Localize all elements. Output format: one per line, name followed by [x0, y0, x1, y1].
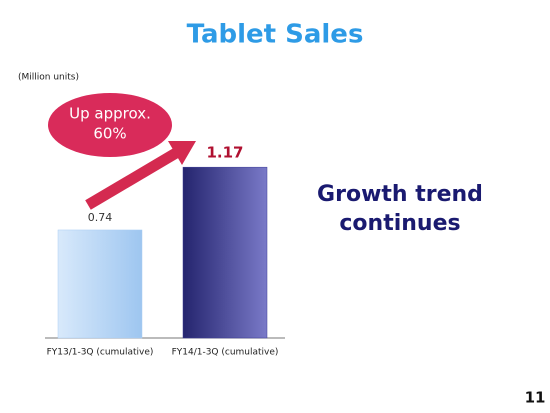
- x-tick-label: FY13/1-3Q (cumulative): [47, 348, 154, 358]
- side-text: continues: [339, 211, 460, 236]
- annotation-bubble: [48, 93, 172, 157]
- bar: [57, 229, 143, 339]
- unit-label: (Million units): [18, 73, 79, 83]
- value-label: 0.74: [88, 211, 113, 224]
- page-number: 11: [525, 389, 546, 407]
- annotation-text: 60%: [93, 125, 126, 143]
- growth-arrow: [85, 141, 196, 210]
- bar: [182, 166, 268, 339]
- value-label: 1.17: [206, 144, 243, 162]
- chart-title: Tablet Sales: [187, 20, 364, 50]
- x-tick-label: FY14/1-3Q (cumulative): [172, 348, 279, 358]
- annotation-text: Up approx.: [69, 105, 151, 123]
- side-text: Growth trend: [317, 182, 483, 207]
